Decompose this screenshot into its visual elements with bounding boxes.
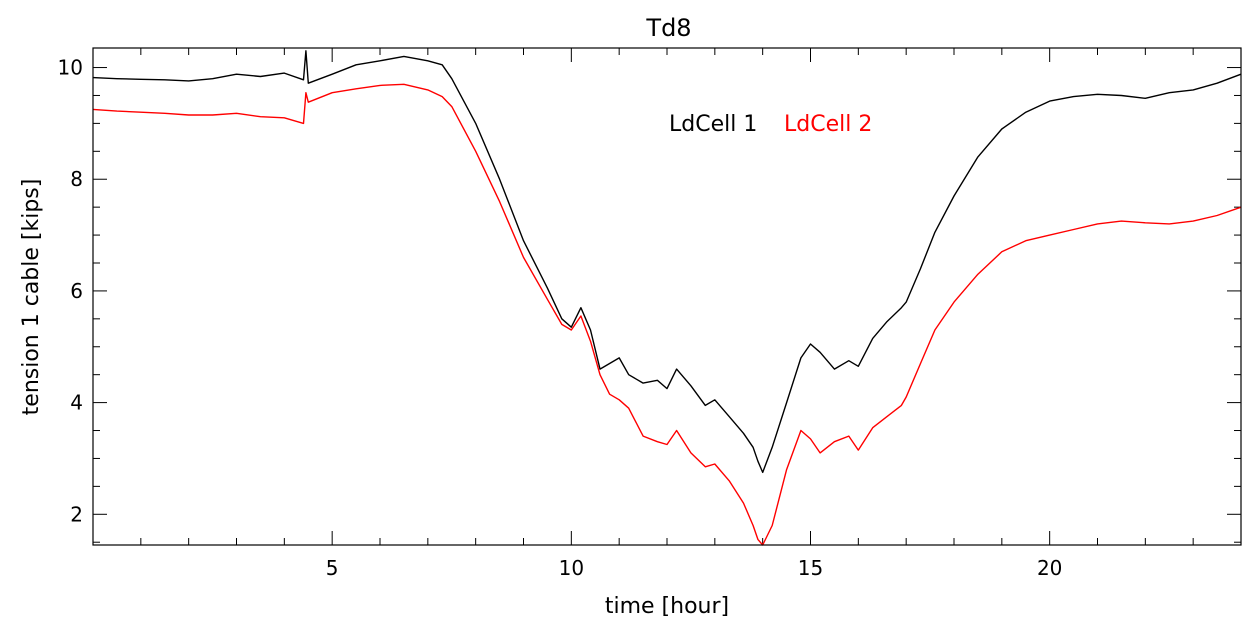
series-line-1 [92,50,1242,474]
plot-frame [92,47,1242,546]
y-axis-label: tension 1 cable [kips] [19,179,44,416]
chart-title: Td8 [645,14,691,42]
x-tick-label: 5 [326,556,339,580]
axis-tick-labels: 5 10 15 20 2 4 6 8 10 [58,56,1063,580]
y-tick-label: 2 [70,502,83,526]
y-tick-label: 8 [70,167,83,191]
x-tick-label: 10 [559,556,584,580]
legend-entry-ldcell-2: LdCell 2 [784,112,872,137]
series-layer [92,50,1242,546]
legend: LdCell 1 LdCell 2 [669,112,872,137]
y-tick-label: 4 [70,391,83,415]
series-line-2 [92,83,1242,546]
y-tick-label: 10 [58,56,83,80]
axis-ticks [93,48,1241,545]
x-tick-label: 20 [1037,556,1062,580]
x-tick-label: 15 [798,556,823,580]
x-axis-label: time [hour] [605,594,729,619]
y-tick-label: 6 [70,279,83,303]
legend-entry-ldcell-1: LdCell 1 [669,112,757,137]
